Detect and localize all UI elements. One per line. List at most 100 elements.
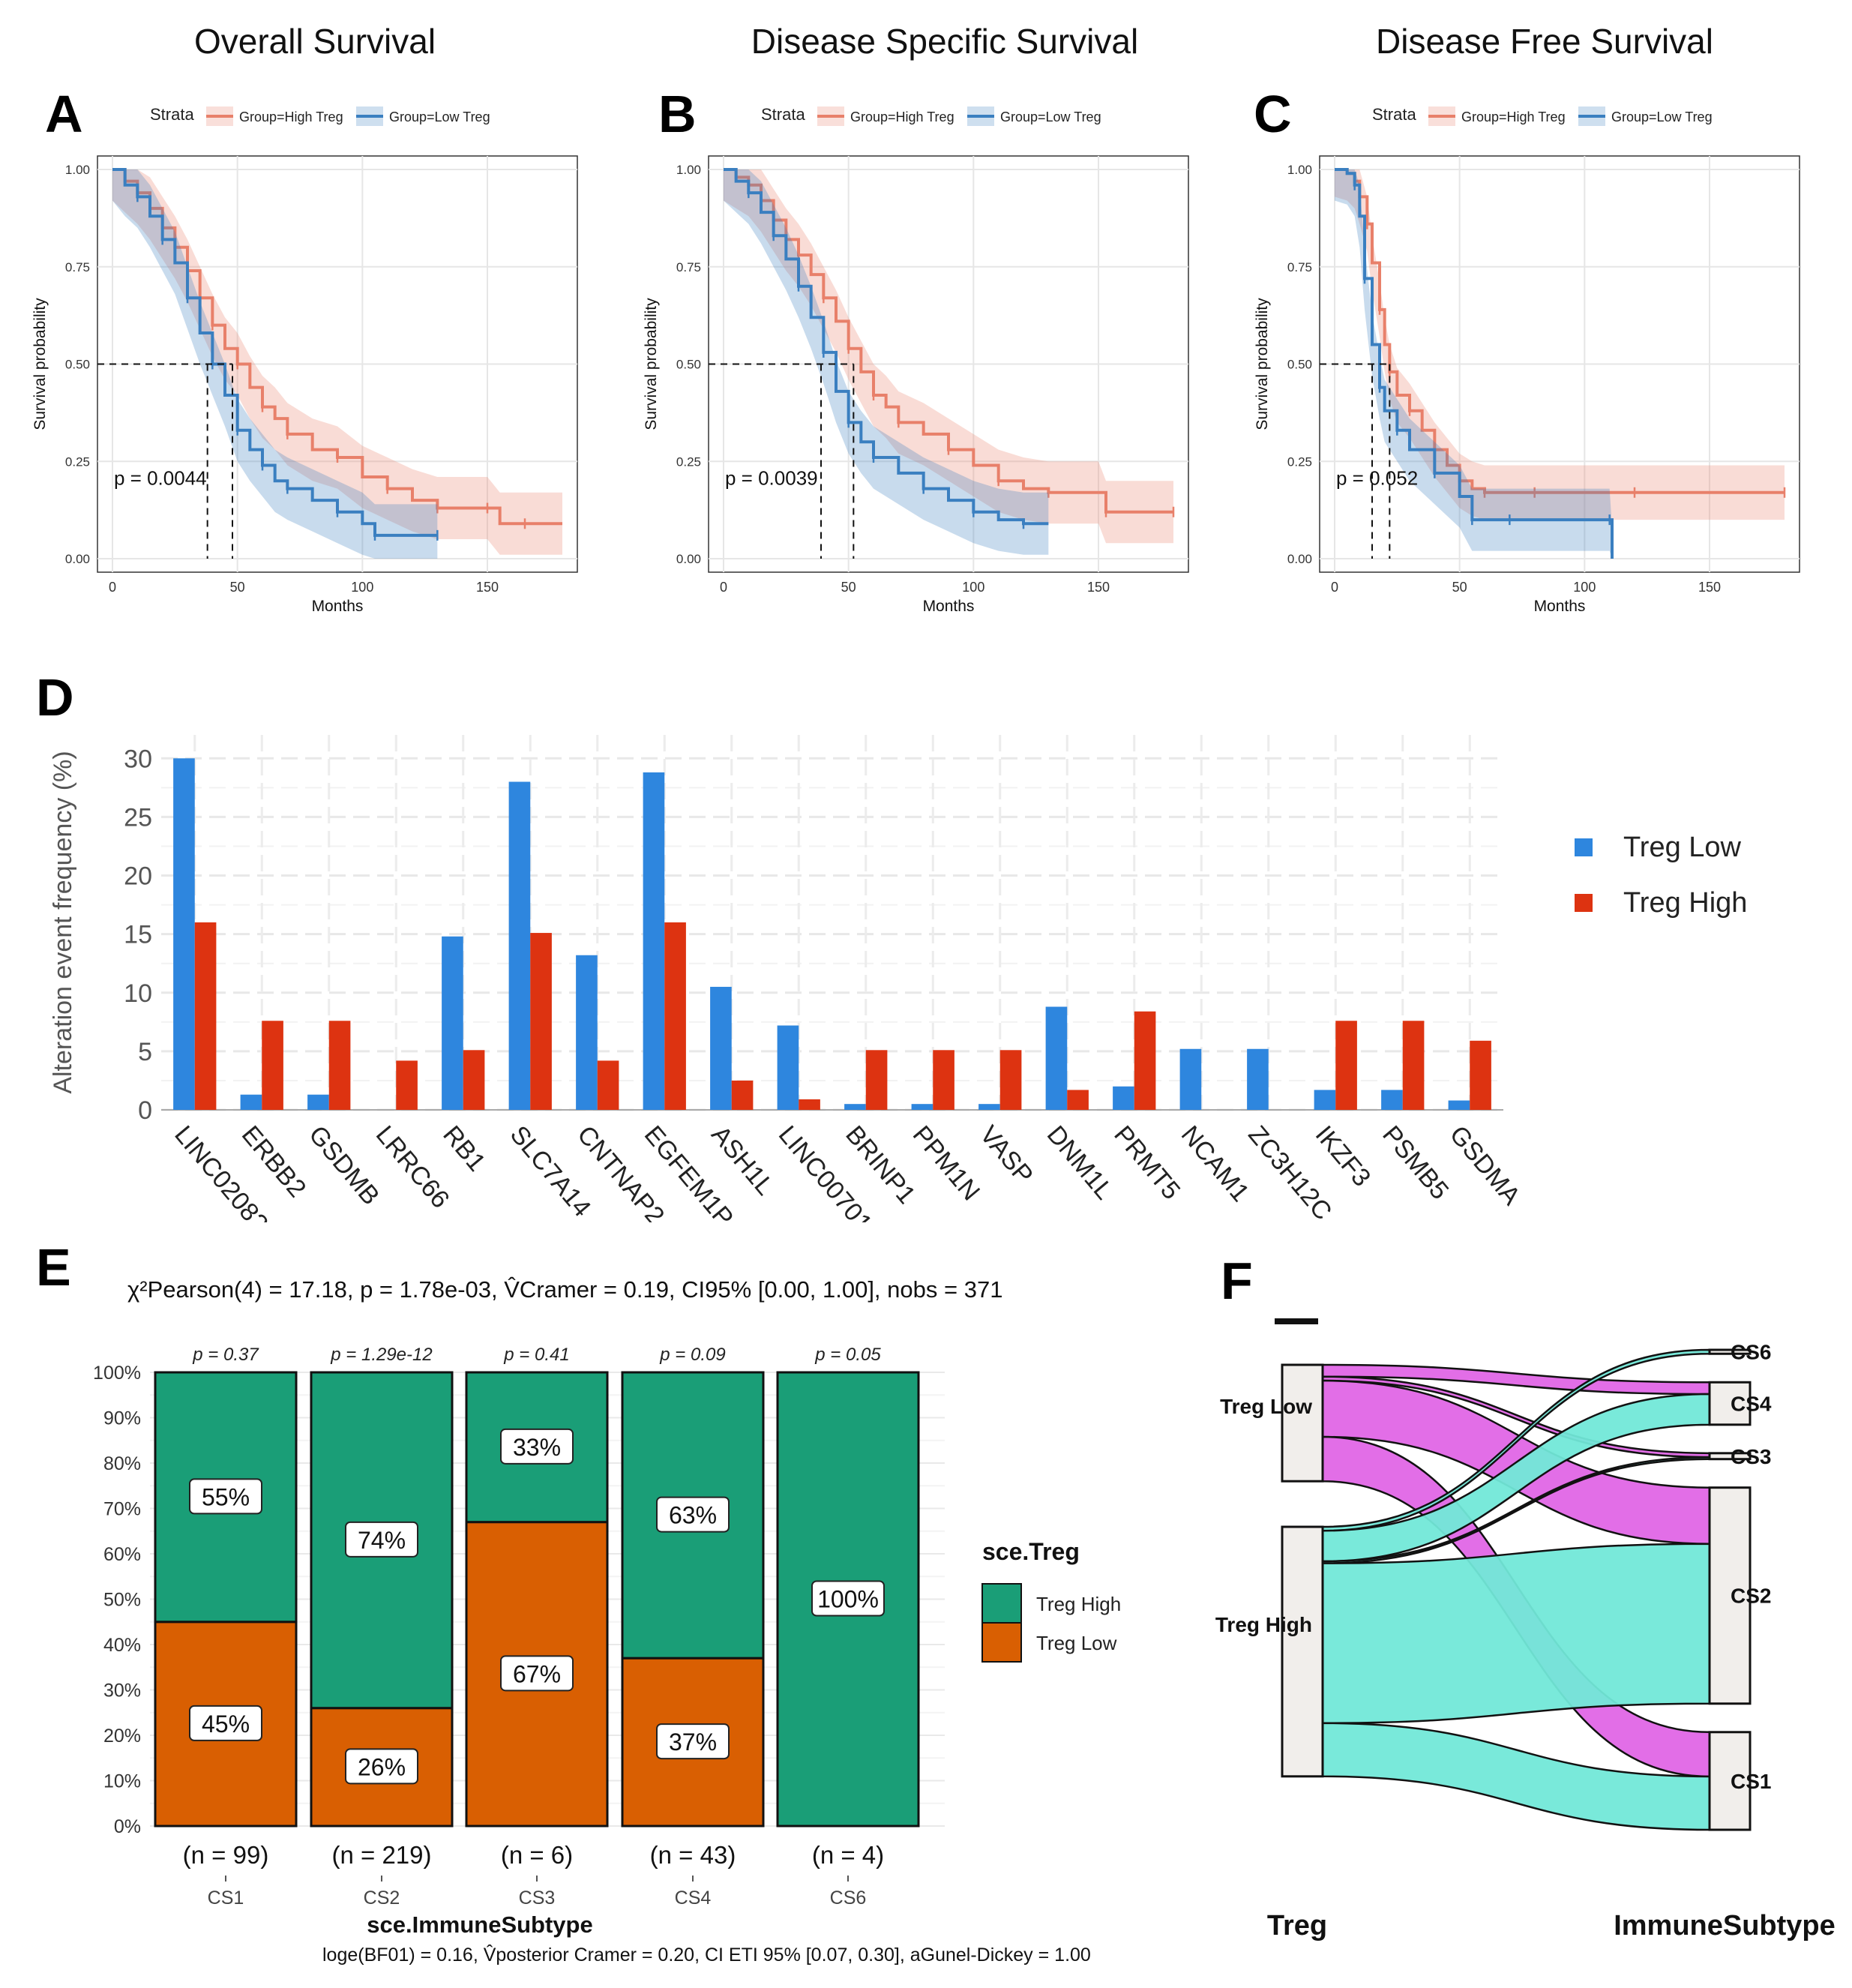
x-tick-label: NCAM1 [1176,1120,1255,1207]
bar-treg-high [799,1099,820,1110]
percent-label-box [811,1580,885,1617]
x-tick-label: 0 [109,580,116,595]
bar-treg-low [1381,1090,1403,1110]
bar-treg-high [1470,1040,1491,1110]
legend-swatch [1575,838,1593,856]
bar-treg-high [463,1050,485,1110]
node-cs2 [1708,1486,1752,1705]
x-tick-label: 150 [1698,580,1721,595]
y-tick-label: 90% [103,1408,141,1429]
y-tick-label: 1.00 [65,163,90,177]
node-label: CS2 [1731,1585,1771,1608]
y-tick-label: 0.00 [676,552,701,566]
node-cs6 [1708,1348,1752,1355]
bar-treg-low [1448,1100,1470,1110]
y-tick-label: 20 [124,862,152,891]
node-cs3 [1708,1452,1752,1461]
p-value-label: p = 0.052 [1336,466,1418,489]
node-treg-high [1281,1525,1324,1778]
panel-label-a: A [45,85,83,143]
survival-curve-high-treg [724,168,1173,514]
bar-treg-high [1402,1021,1425,1110]
x-axis-label: Months [923,598,975,615]
percent-label-treg-high: 33% [513,1434,561,1461]
percent-label-box [189,1705,262,1741]
node-cs4 [1708,1381,1752,1426]
axis-label-right: ImmuneSubtype [1614,1910,1836,1942]
y-tick-label: 80% [103,1453,141,1474]
bar-treg-low [844,1104,866,1110]
x-tick-label: CS1 [208,1888,244,1909]
x-tick-label: GSDMB [303,1120,385,1210]
percent-label-box [189,1478,262,1515]
node-label: CS4 [1731,1393,1772,1416]
percent-label-treg-low: 26% [358,1753,406,1780]
panel-title-c: Disease Free Survival [1376,22,1713,61]
panel-title-a: Overall Survival [193,22,436,61]
bar-treg-low [777,1025,799,1110]
legend-title: Strata [1372,105,1416,124]
y-tick-label: 0 [138,1096,152,1125]
panel-label-b: B [658,85,697,143]
confidence-band [1335,169,1612,559]
count-label: (n = 219) [332,1841,432,1869]
y-tick-label: 0.25 [65,454,90,469]
x-tick-label: 0 [720,580,727,595]
y-tick-label: 25 [124,803,152,832]
legend-swatch [1575,894,1593,912]
percent-label-treg-high: 55% [202,1483,250,1510]
legend-title: Strata [761,105,805,124]
x-tick-label: 0 [1331,580,1338,595]
y-tick-label: 5 [138,1038,152,1066]
axis-label-left: Treg [1267,1910,1327,1942]
bar-treg-high [664,922,686,1110]
node-label: CS3 [1731,1445,1771,1468]
bar-treg-high [1067,1090,1089,1110]
y-tick-label: 0.25 [676,454,701,469]
legend-title: sce.Treg [982,1538,1080,1565]
survival-curve-low-treg [1335,168,1614,559]
p-value-label: p = 0.09 [659,1345,725,1365]
y-tick-label: 100% [93,1363,141,1384]
x-tick-label: CS2 [364,1888,400,1909]
percent-label-treg-low: 67% [513,1660,561,1687]
legend-label: Treg Low [1623,832,1742,863]
y-tick-label: 0.00 [65,552,90,566]
panel-label-d: D [36,668,74,727]
legend-label: Group=High Treg [1461,109,1566,124]
legend-label: Treg Low [1036,1632,1117,1654]
x-tick-label: 150 [476,580,499,595]
bar-treg-high [1335,1021,1357,1110]
legend-label: Group=Low Treg [1611,109,1713,124]
bar-treg-low [1113,1086,1134,1110]
bar-treg-high [194,922,217,1110]
percent-label-treg-low: 37% [669,1729,717,1756]
x-tick-label: PSMB5 [1377,1120,1454,1205]
y-tick-label: 0.50 [676,358,701,372]
p-value-label: p = 0.0039 [725,466,818,489]
bar-treg-low [576,955,598,1110]
bar-treg-low [1045,1006,1068,1110]
y-tick-label: 20% [103,1726,141,1747]
percent-label-box [345,1748,418,1785]
percent-label-box [500,1428,574,1465]
caption: loge(BF01) = 0.16, V̂posterior Cramer = … [322,1944,1091,1966]
legend-label: Group=Low Treg [389,109,490,124]
km-chart-disease-free-survival: Strata Group=High Treg Group=Low Treg 0.00 0… [1254,105,1800,615]
y-axis-label: Survival probability [643,298,660,430]
y-tick-label: 70% [103,1499,141,1520]
p-value-label: p = 0.37 [192,1345,259,1365]
x-tick-label: 100 [1573,580,1596,595]
bar-treg-high [731,1080,754,1110]
count-label: (n = 99) [183,1841,269,1869]
bar-treg-high [1134,1011,1156,1110]
legend-swatch [981,1583,1022,1624]
node-label: Treg Low [1220,1395,1312,1418]
bar-treg-high [530,933,552,1110]
count-label: (n = 43) [650,1841,736,1869]
y-tick-label: 0.50 [1287,358,1312,372]
percent-label-box [345,1521,418,1558]
y-tick-label: 1.00 [1287,163,1312,177]
y-tick-label: 0.25 [1287,454,1312,469]
y-tick-label: 40% [103,1635,141,1656]
